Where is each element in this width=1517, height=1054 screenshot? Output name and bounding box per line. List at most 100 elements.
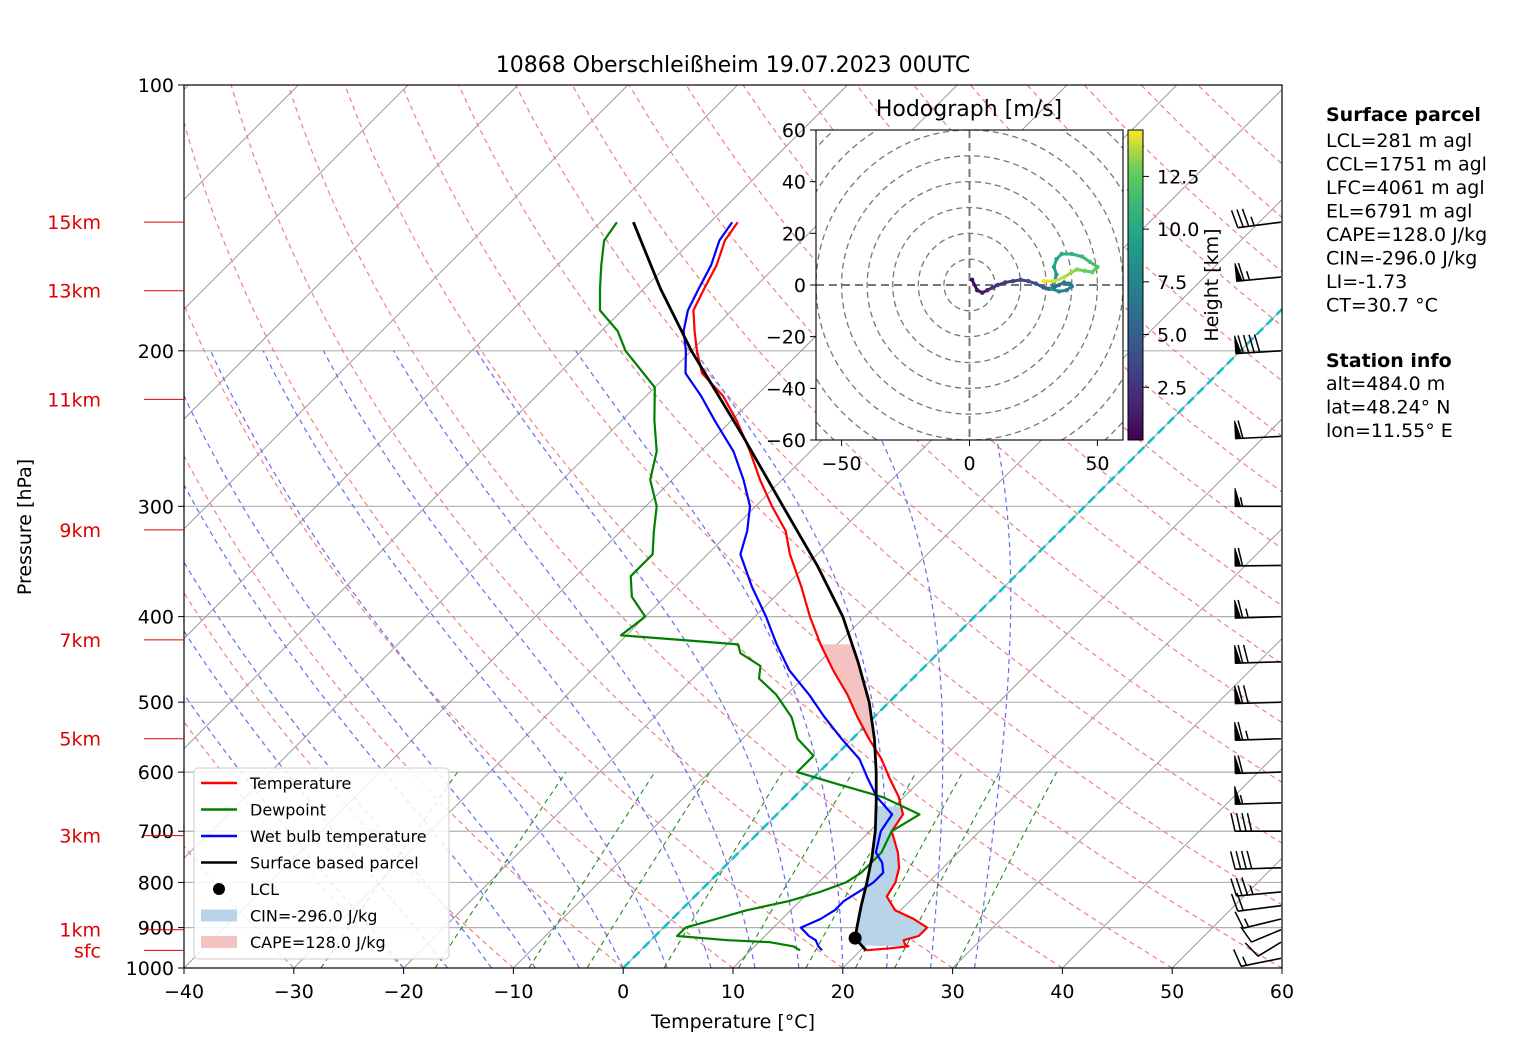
barb-full (1237, 420, 1244, 439)
hodograph-point (990, 285, 995, 290)
wind-barb (1229, 850, 1282, 870)
wind-barb (1234, 644, 1282, 664)
wind-barb (1234, 488, 1281, 508)
barb-full (1241, 813, 1247, 832)
x-tick-label: 60 (1270, 981, 1294, 1003)
dry-adiabat (184, 720, 405, 968)
station-info-line: lon=11.55° E (1326, 420, 1453, 442)
hodograph-x-label: −50 (822, 453, 862, 475)
height-label: 7km (59, 630, 101, 652)
x-tick-label: 0 (617, 981, 629, 1003)
height-label: 11km (47, 389, 101, 411)
cin-area (855, 805, 928, 947)
hodograph-y-label: 20 (782, 223, 806, 245)
isotherm-line (184, 85, 629, 530)
hodograph-point (1064, 287, 1069, 293)
barb-full (1237, 547, 1244, 567)
legend-swatch-patch (201, 909, 237, 922)
barb-staff (1235, 771, 1282, 775)
wind-barb (1234, 786, 1282, 806)
moist-adiabat (970, 350, 1012, 968)
wind-barb (1234, 685, 1282, 705)
hodograph-point (1026, 278, 1031, 284)
hodograph-points (969, 251, 1100, 295)
barb-full (1237, 335, 1244, 354)
barb-staff (1241, 957, 1282, 968)
barb-flag (1234, 786, 1242, 805)
x-axis-ticks: −40 −30 −20 −10 0 10 20 30 40 50 60 (164, 968, 1294, 1003)
y-tick-label: 900 (138, 918, 174, 940)
wind-barb (1234, 721, 1282, 741)
hodograph-point (1051, 264, 1057, 270)
station-info-line: lat=48.24° N (1326, 397, 1450, 419)
hodograph-ticks: −50 0 50 60 40 20 0 −20 −40 −60 (766, 120, 1110, 475)
hodograph-y-label: 40 (782, 172, 806, 194)
colorbar (1127, 129, 1144, 441)
barb-full (1232, 949, 1242, 967)
hodograph-y-label: −20 (766, 327, 806, 349)
legend: Temperature Dewpoint Wet bulb temperature S… (193, 767, 450, 960)
y-tick-label: 400 (138, 607, 174, 629)
colorbar-tick-label: 5.0 (1157, 325, 1187, 347)
hodograph-point (974, 287, 980, 293)
hodograph-ring (840, 155, 1099, 415)
wind-barb (1230, 877, 1282, 897)
legend-box (193, 767, 450, 960)
barb-full (1237, 721, 1244, 741)
hodograph-point (995, 282, 1000, 288)
y-tick-label: 100 (138, 75, 174, 97)
y-tick-label: 200 (138, 341, 174, 363)
barb-full (1237, 599, 1244, 618)
x-tick-label: −30 (274, 981, 314, 1003)
wind-barb (1234, 755, 1282, 775)
dry-adiabat (184, 454, 624, 968)
barb-half (1245, 730, 1249, 740)
cape-area (820, 644, 875, 739)
barb-full (1240, 850, 1247, 870)
barb-half (1245, 608, 1249, 618)
legend-label: Surface based parcel (250, 854, 419, 873)
y-axis-ticks: 100 200 300 400 500 600 700 800 900 1000 (126, 75, 184, 980)
y-tick-label: 700 (138, 821, 174, 843)
barb-half (1239, 497, 1244, 507)
mixing-ratio-line (434, 771, 567, 968)
surface-parcel-line: LI=-1.73 (1326, 271, 1407, 293)
barb-full (1234, 911, 1244, 929)
barb-flag (1234, 685, 1242, 705)
isotherm-line (842, 528, 1282, 968)
barb-half (1249, 885, 1254, 895)
y-tick-label: 1000 (126, 958, 174, 980)
height-label: 5km (59, 729, 101, 751)
legend-swatch-dot (213, 883, 225, 895)
moist-adiabat (575, 350, 844, 968)
barb-full (1237, 685, 1244, 704)
legend-label: LCL (250, 880, 279, 899)
hodograph-point (1061, 280, 1067, 285)
mixing-ratio-line (586, 771, 711, 968)
surface-parcel-line: LFC=4061 m agl (1326, 177, 1485, 199)
barb-staff (1235, 435, 1282, 440)
hodograph-y-label: 0 (794, 275, 806, 297)
barb-full (1246, 850, 1253, 869)
barb-flag (1234, 420, 1242, 440)
dry-adiabat (856, 85, 1282, 493)
barb-staff (1235, 350, 1282, 355)
hodograph-point (1003, 280, 1008, 285)
surface-parcel-line: CCL=1751 m agl (1326, 154, 1487, 176)
station-info-line: alt=484.0 m (1326, 373, 1445, 395)
hodograph-point (1041, 278, 1046, 284)
barb-full (1240, 926, 1253, 943)
moist-adiabat (262, 350, 668, 968)
hodograph-inset: Hodograph [m/s] −50 0 50 60 40 20 0 −20 −40 −60 2… (766, 97, 1223, 475)
x-tick-label: 20 (831, 981, 855, 1003)
x-axis-label: Temperature [°C] (650, 1011, 815, 1033)
height-label: 9km (59, 520, 101, 542)
moist-adiabat (210, 350, 624, 968)
hodograph-y-label: 60 (782, 120, 806, 142)
y-tick-label: 300 (138, 496, 174, 518)
isotherm-line (184, 85, 848, 750)
barb-full (1242, 644, 1249, 663)
barb-staff (1235, 802, 1282, 806)
barb-full (1242, 334, 1250, 354)
